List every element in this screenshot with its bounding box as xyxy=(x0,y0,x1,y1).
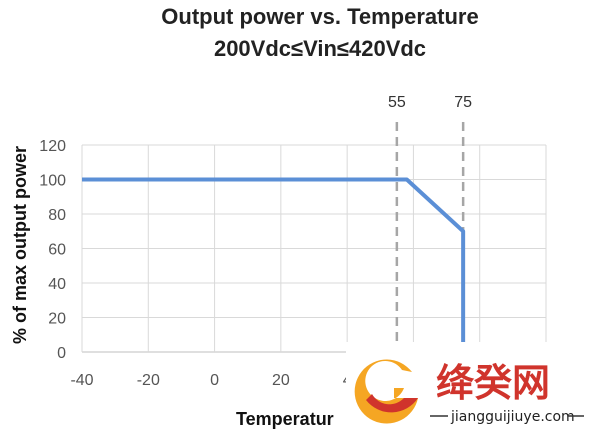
annotation-label: 55 xyxy=(388,94,406,111)
y-tick-label: 40 xyxy=(48,276,66,293)
y-tick-label: 0 xyxy=(57,345,66,362)
watermark-logo: 绛癸网 jiangguijiuye.com xyxy=(346,342,596,434)
x-tick-labels: -40-200204 xyxy=(70,372,351,389)
y-tick-labels: 0 20 40 60 80 100 120 xyxy=(39,138,66,362)
y-tick-label: 120 xyxy=(39,138,66,155)
annotation-label: 75 xyxy=(454,94,472,111)
y-tick-label: 80 xyxy=(48,207,66,224)
x-tick-label: -20 xyxy=(137,372,160,389)
chart-subtitle: 200Vdc≤Vin≤420Vdc xyxy=(214,36,426,61)
series-line xyxy=(82,177,466,352)
x-tick-label: -40 xyxy=(70,372,93,389)
gridlines xyxy=(81,144,547,353)
x-tick-label: 20 xyxy=(272,372,290,389)
series-group xyxy=(82,177,466,352)
x-axis-title: Temperatur xyxy=(236,409,334,429)
y-axis-title: % of max output power xyxy=(10,146,30,344)
chart-title: Output power vs. Temperature xyxy=(161,4,478,29)
watermark-text: 绛癸网 xyxy=(436,361,550,405)
y-tick-label: 60 xyxy=(48,242,66,259)
y-tick-label: 100 xyxy=(39,173,66,190)
annotation-lines: 55 75 xyxy=(388,94,472,352)
y-tick-label: 20 xyxy=(48,311,66,328)
watermark-emblem-icon xyxy=(354,359,418,424)
watermark-url: jiangguijiuye.com xyxy=(450,409,575,425)
x-tick-label: 0 xyxy=(210,372,219,389)
